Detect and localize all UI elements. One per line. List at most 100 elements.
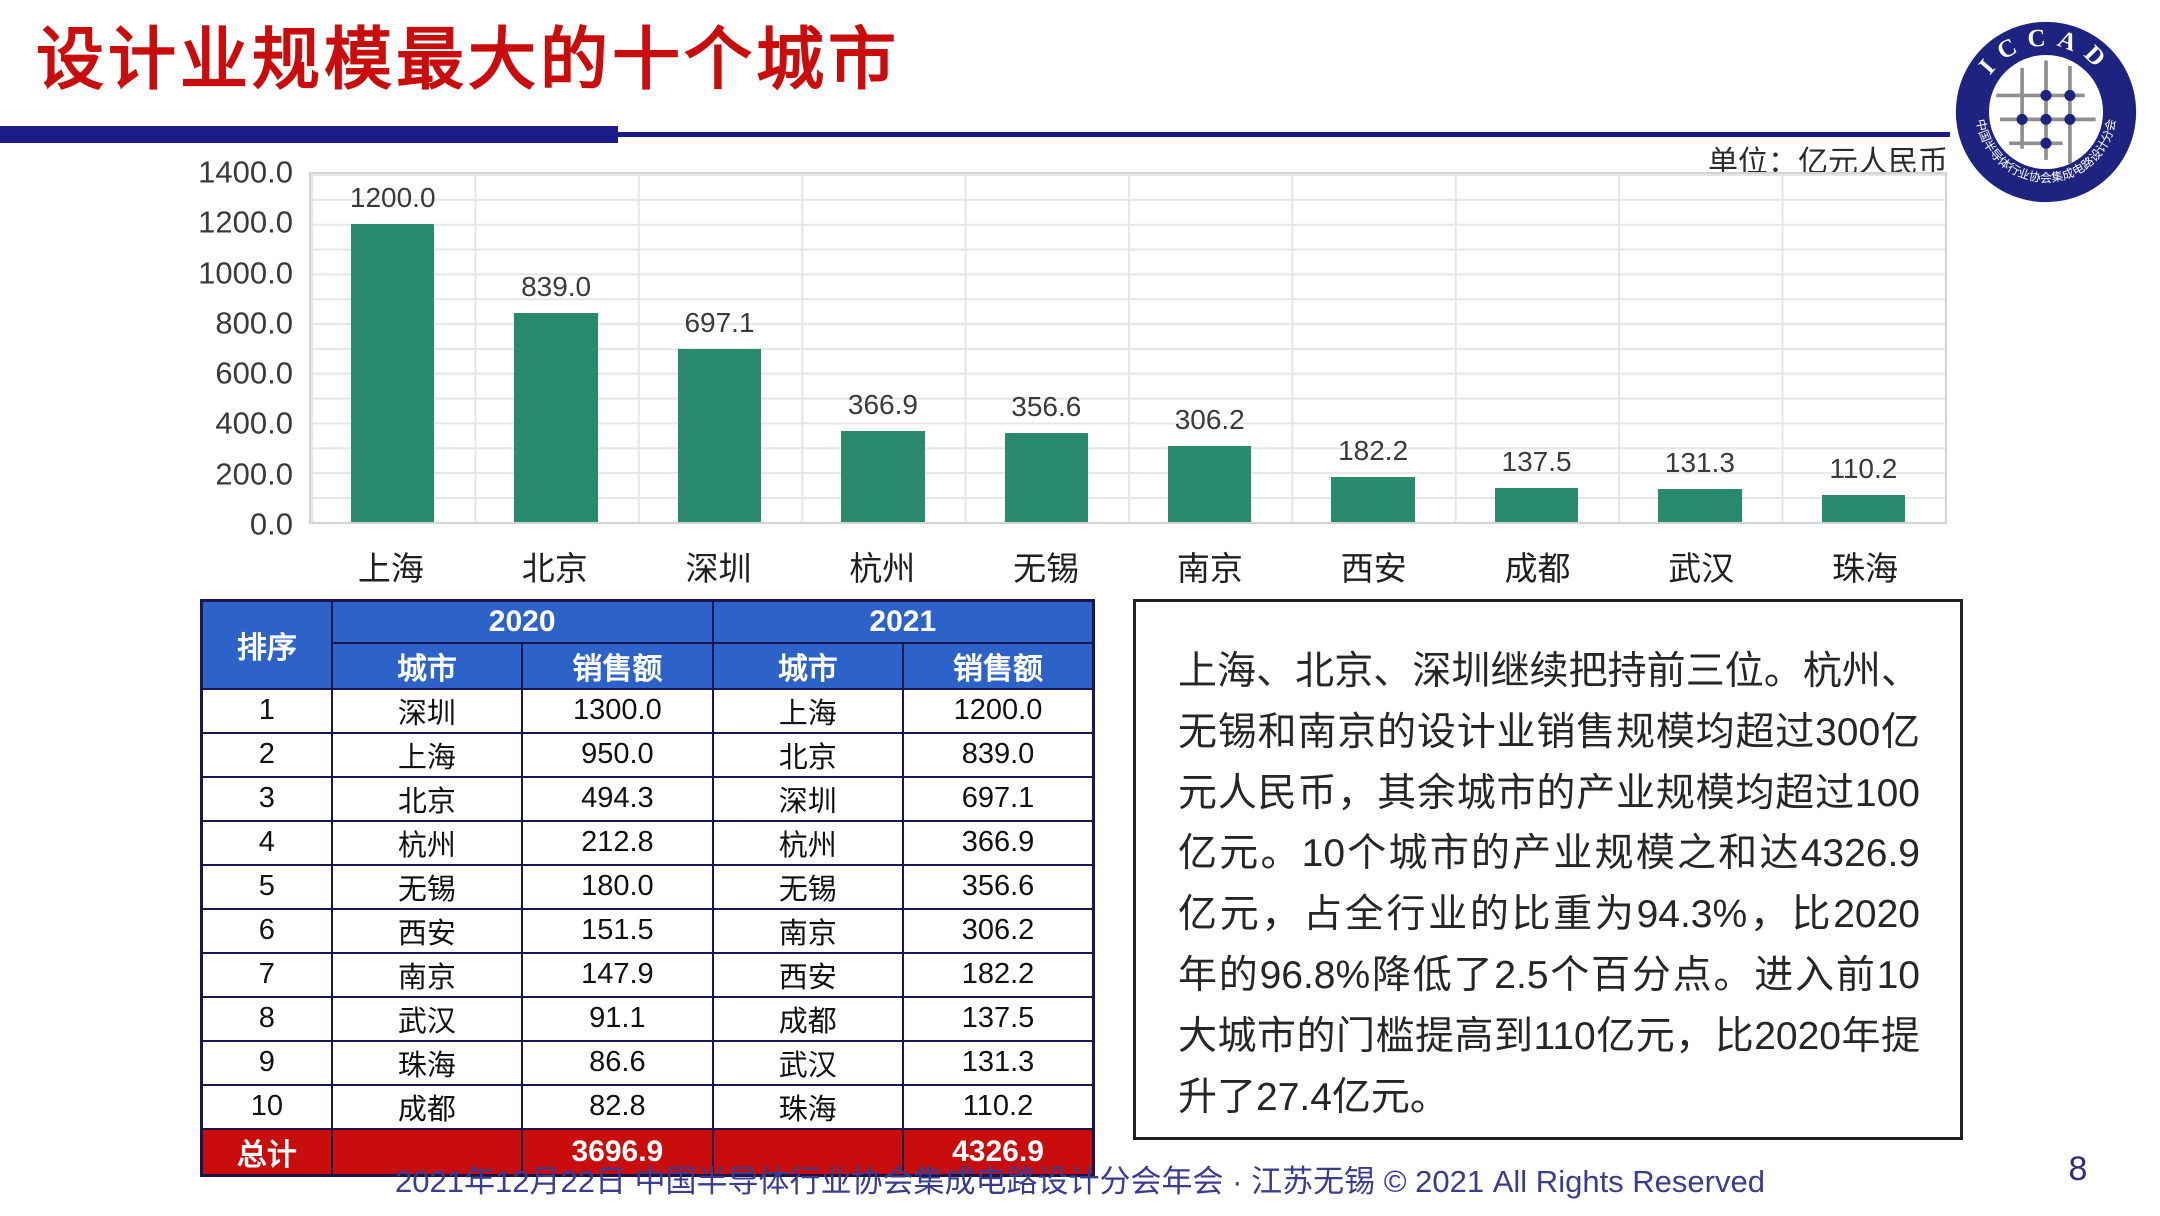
- table-cell: 1: [200, 687, 333, 734]
- bar-西安: [1331, 476, 1415, 522]
- page-number: 8: [2068, 1150, 2088, 1188]
- table-cell: 南京: [711, 907, 905, 954]
- table-cell: 110.2: [902, 1083, 1095, 1130]
- y-tick-label: 1000.0: [198, 255, 293, 291]
- bar-slot: 306.2: [1128, 174, 1291, 522]
- commentary-box: 上海、北京、深圳继续把持前三位。杭州、无锡和南京的设计业销售规模均超过300亿元…: [1133, 599, 1963, 1140]
- x-axis-label: 成都: [1504, 550, 1571, 587]
- city-2020-header-cell: 城市: [330, 641, 524, 690]
- table-cell: 147.9: [521, 951, 714, 998]
- bar-南京: [1168, 445, 1252, 522]
- iccad-logo: ICCAD 中国半导体行业协会集成电路设计分会: [1955, 21, 2137, 203]
- table-row: 10 成都 82.8 珠海 110.2: [200, 1083, 1095, 1130]
- x-axis-label: 南京: [1176, 550, 1243, 587]
- table-cell: 深圳: [330, 687, 524, 734]
- table-cell: 82.8: [521, 1083, 714, 1130]
- y-tick-label: 400.0: [215, 405, 293, 441]
- table-cell: 4: [200, 819, 333, 866]
- bar-北京: [514, 313, 598, 522]
- table-cell: 151.5: [521, 907, 714, 954]
- bar-slot: 182.2: [1291, 174, 1454, 522]
- year-2020-header-cell: 2020: [330, 599, 714, 644]
- ranking-table-body: 1 深圳 1300.0 上海 1200.0 2 上海 950.0 北京 839.0 3 北京 494.3…: [200, 687, 1095, 1130]
- table-row: 7 南京 147.9 西安 182.2: [200, 951, 1095, 998]
- table-cell: 8: [200, 995, 333, 1042]
- table-row: 4 杭州 212.8 杭州 366.9: [200, 819, 1095, 866]
- bar-value-label: 366.9: [847, 388, 918, 420]
- y-tick-label: 600.0: [215, 355, 293, 391]
- table-row: 5 无锡 180.0 无锡 356.6: [200, 863, 1095, 910]
- table-row: 9 珠海 86.6 武汉 131.3: [200, 1039, 1095, 1086]
- table-row: 8 武汉 91.1 成都 137.5: [200, 995, 1095, 1042]
- ranking-table-footer: 总计 3696.9 4326.9: [200, 1127, 1095, 1177]
- total-empty-cell-2021: [711, 1127, 905, 1177]
- bar-上海: [351, 223, 435, 522]
- table-cell: 上海: [711, 687, 905, 734]
- y-tick-label: 0.0: [249, 506, 293, 542]
- table-cell: 北京: [711, 731, 905, 778]
- table-cell: 86.6: [521, 1039, 714, 1086]
- table-cell: 珠海: [330, 1039, 524, 1086]
- table-cell: 杭州: [330, 819, 524, 866]
- bar-武汉: [1658, 489, 1742, 522]
- y-axis: 0.0 200.0 400.0 600.0 800.0 1000.0 1200.0 1400.…: [195, 157, 297, 540]
- table-cell: 180.0: [521, 863, 714, 910]
- title-underline-thin: [618, 132, 1950, 137]
- y-tick-label: 1200.0: [198, 204, 293, 240]
- table-row: 6 西安 151.5 南京 306.2: [200, 907, 1095, 954]
- table-cell: 深圳: [711, 775, 905, 822]
- y-tick-label: 800.0: [215, 305, 293, 341]
- bar-value-label: 1200.0: [349, 181, 436, 213]
- plot-area: 1200.0 839.0 697.1 366.9 356.6 306.2 182.2 137.…: [309, 172, 1947, 524]
- bar-杭州: [841, 430, 925, 522]
- bar-slot: 131.3: [1618, 174, 1781, 522]
- table-cell: 5: [200, 863, 333, 910]
- rank-header-cell: 排序: [200, 599, 333, 690]
- bar-slot: 697.1: [638, 174, 801, 522]
- table-cell: 6: [200, 907, 333, 954]
- table-cell: 南京: [330, 951, 524, 998]
- table-cell: 137.5: [902, 995, 1095, 1042]
- bar-slot: 1200.0: [311, 174, 474, 522]
- bar-value-label: 137.5: [1501, 445, 1572, 477]
- table-cell: 1200.0: [902, 687, 1095, 734]
- ranking-table-header: 排序 2020 2021 城市 销售额 城市 销售额: [200, 599, 1095, 690]
- y-tick-label: 200.0: [215, 456, 293, 492]
- total-row: 总计 3696.9 4326.9: [200, 1127, 1095, 1177]
- table-cell: 356.6: [902, 863, 1095, 910]
- table-cell: 北京: [330, 775, 524, 822]
- total-2021-cell: 4326.9: [902, 1127, 1095, 1177]
- bar-珠海: [1821, 494, 1906, 522]
- bar-slot: 366.9: [801, 174, 964, 522]
- table-row: 1 深圳 1300.0 上海 1200.0: [200, 687, 1095, 734]
- table-cell: 839.0: [902, 731, 1095, 778]
- table-cell: 366.9: [902, 819, 1095, 866]
- bar-slot: 137.5: [1455, 174, 1618, 522]
- table-cell: 珠海: [711, 1083, 905, 1130]
- bar-value-label: 697.1: [684, 306, 755, 338]
- bar-无锡: [1004, 433, 1088, 522]
- table-cell: 494.3: [521, 775, 714, 822]
- table-cell: 武汉: [330, 995, 524, 1042]
- bar-深圳: [677, 348, 762, 522]
- total-2020-cell: 3696.9: [521, 1127, 714, 1177]
- logo-circuit-dots: [2016, 89, 2076, 149]
- table-cell: 无锡: [711, 863, 905, 910]
- sales-2020-header-cell: 销售额: [521, 641, 714, 690]
- x-axis-label: 深圳: [685, 550, 752, 587]
- footer-text: 2021年12月22日 中国半导体行业协会集成电路设计分会年会 · 江苏无锡 ©…: [395, 1164, 1765, 1199]
- table-cell: 91.1: [521, 995, 714, 1042]
- x-axis-label: 无锡: [1013, 550, 1080, 587]
- bar-value-label: 182.2: [1338, 434, 1409, 466]
- x-axis-label: 西安: [1340, 550, 1407, 587]
- table-cell: 杭州: [711, 819, 905, 866]
- table-cell: 306.2: [902, 907, 1095, 954]
- table-cell: 950.0: [521, 731, 714, 778]
- bar-value-label: 131.3: [1664, 447, 1735, 479]
- table-cell: 3: [200, 775, 333, 822]
- table-cell: 武汉: [711, 1039, 905, 1086]
- commentary-text: 上海、北京、深圳继续把持前三位。杭州、无锡和南京的设计业销售规模均超过300亿元…: [1178, 650, 1920, 1119]
- city-2021-header-cell: 城市: [711, 641, 905, 690]
- x-axis-label: 武汉: [1668, 550, 1735, 587]
- table-cell: 西安: [711, 951, 905, 998]
